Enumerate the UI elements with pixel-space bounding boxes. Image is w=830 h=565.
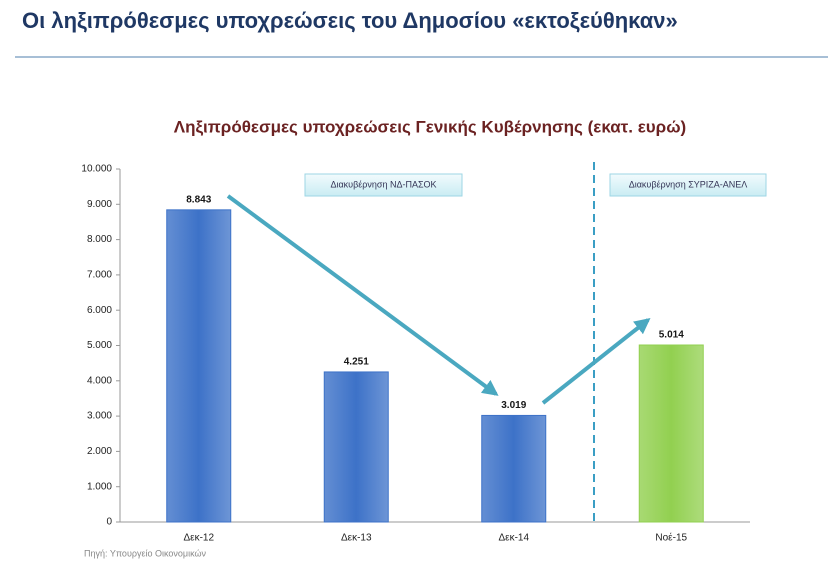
x-tick-label: Νοέ-15 [655,532,687,544]
y-tick-label: 7.000 [87,270,112,281]
value-label: 4.251 [344,357,369,368]
trend-arrow [541,318,651,405]
page-title: Οι ληξιπρόθεσμες υποχρεώσεις του Δημοσίο… [22,8,678,33]
source: Πηγή: Υπουργείο Οικονομικών [84,548,207,558]
trend-arrow [226,194,499,396]
value-label: 5.014 [659,330,684,341]
value-label: 3.019 [501,400,526,411]
annotation: Διακυβέρνηση ΝΔ-ΠΑΣΟΚ [330,179,436,189]
annotation-box [304,173,463,197]
y-tick-label: 8.000 [87,234,112,245]
y-tick-label: 1.000 [87,481,112,492]
value-label: 8.843 [186,194,211,205]
annotation: Διακυβέρνηση ΣΥΡΙΖΑ-ΑΝΕΛ [629,179,748,189]
x-tick-label: Δεκ-12 [183,533,214,544]
annotation-box [609,173,767,197]
bar [638,344,704,523]
y-tick-label: 10.000 [81,164,112,175]
x-tick-label: Δεκ-14 [498,533,529,544]
y-tick-label: 6.000 [87,305,112,316]
y-tick-label: 2.000 [87,446,112,457]
y-tick-label: 9.000 [87,199,112,210]
bar [323,371,389,523]
bar [166,209,232,523]
x-tick-label: Δεκ-13 [341,533,372,544]
y-tick-label: 0 [106,517,112,528]
y-tick-label: 3.000 [87,411,112,422]
chart-title: Ληξιπρόθεσμες υποχρεώσεις Γενικής Κυβέρν… [174,117,686,136]
y-tick-label: 4.000 [87,375,112,386]
y-tick-label: 5.000 [87,340,112,351]
bar [481,414,547,523]
